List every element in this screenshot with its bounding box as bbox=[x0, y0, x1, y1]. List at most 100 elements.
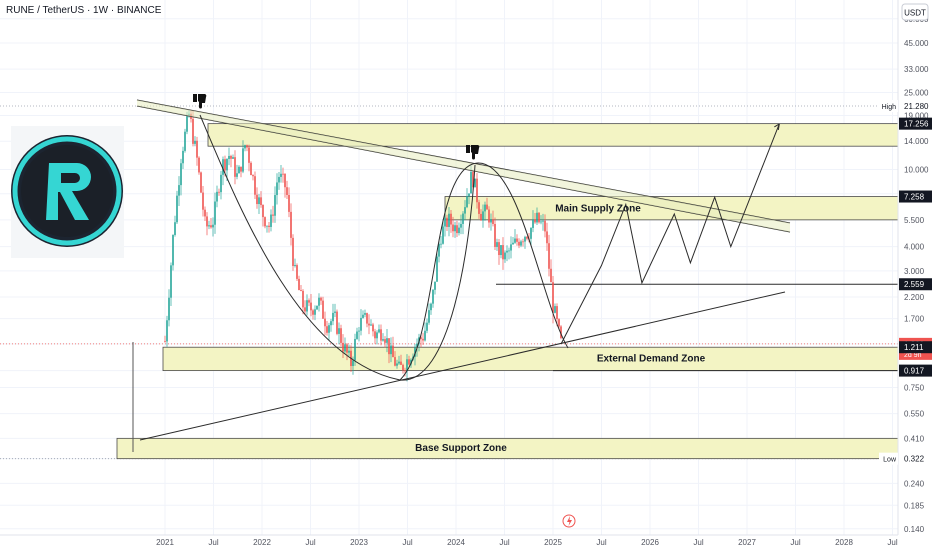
candle bbox=[360, 309, 362, 336]
projection-path[interactable] bbox=[560, 123, 780, 345]
candle-body bbox=[256, 194, 258, 205]
price-label[interactable]: 1.211 bbox=[899, 341, 932, 354]
price-label-bg bbox=[899, 341, 932, 354]
rounded-bottom-arc[interactable] bbox=[199, 114, 476, 381]
x-tick-label: Jul bbox=[208, 538, 218, 547]
price-label[interactable]: 0.917 bbox=[899, 364, 932, 377]
candle bbox=[344, 337, 346, 355]
candle-body bbox=[216, 191, 218, 202]
price-label[interactable]: 7.258 bbox=[899, 190, 932, 203]
price-tag-bg bbox=[879, 452, 898, 465]
candle-body bbox=[440, 243, 442, 245]
candle bbox=[446, 214, 448, 231]
candle-body bbox=[318, 297, 320, 306]
candle-body bbox=[302, 290, 304, 308]
candle bbox=[200, 171, 202, 194]
candle-body bbox=[542, 220, 544, 222]
x-tick-label: 2027 bbox=[738, 538, 756, 547]
candle bbox=[248, 144, 250, 172]
candle-body bbox=[458, 227, 460, 234]
candle-body bbox=[444, 217, 446, 227]
candle bbox=[358, 326, 360, 342]
candle-body bbox=[222, 159, 224, 175]
price-label[interactable]: 21.280 High bbox=[879, 100, 930, 113]
time-axis[interactable] bbox=[0, 535, 932, 550]
projection-line[interactable] bbox=[560, 123, 780, 345]
y-tick-label: 0.140 bbox=[904, 525, 925, 534]
chart-title: RUNE / TetherUS · 1W · BINANCE bbox=[6, 5, 162, 16]
y-tick-label: 0.185 bbox=[904, 501, 925, 510]
candle bbox=[408, 355, 410, 366]
candle bbox=[284, 173, 286, 198]
candle-body bbox=[506, 250, 508, 253]
price-label[interactable]: 2.559 bbox=[899, 278, 932, 291]
price-label-text: 0.322 bbox=[904, 455, 925, 464]
candle-body bbox=[232, 157, 234, 159]
candle bbox=[324, 311, 326, 336]
candle-body bbox=[342, 342, 344, 352]
candle bbox=[386, 329, 388, 353]
candle bbox=[228, 147, 230, 166]
candle bbox=[520, 239, 522, 248]
lightning-icon[interactable] bbox=[562, 514, 576, 528]
cup-arc[interactable] bbox=[399, 162, 569, 381]
candle-body bbox=[322, 300, 324, 319]
candle bbox=[374, 328, 376, 344]
candle-body bbox=[220, 174, 222, 193]
thumbs-down-icon bbox=[193, 94, 207, 109]
candle bbox=[426, 318, 428, 334]
candle bbox=[232, 154, 234, 160]
candle bbox=[172, 234, 174, 271]
candle-body bbox=[484, 204, 486, 212]
zone-box[interactable] bbox=[116, 437, 899, 460]
candle-body bbox=[212, 224, 214, 228]
price-label-text: 17.256 bbox=[904, 120, 929, 129]
y-tick-label: 14.000 bbox=[904, 137, 929, 146]
candle bbox=[554, 303, 556, 314]
candle-body bbox=[206, 216, 208, 227]
candle bbox=[312, 308, 314, 320]
candle-body bbox=[436, 256, 438, 282]
candle bbox=[348, 344, 350, 357]
candle bbox=[394, 351, 396, 367]
currency-badge[interactable]: USDT bbox=[901, 3, 929, 21]
candle bbox=[320, 296, 322, 305]
candle bbox=[308, 298, 310, 307]
candle bbox=[532, 210, 534, 233]
candle-body bbox=[224, 159, 226, 171]
candle-body bbox=[362, 314, 364, 318]
candle bbox=[384, 336, 386, 348]
candle-body bbox=[196, 140, 198, 158]
y-tick-label: 0.240 bbox=[904, 479, 925, 488]
ascending-trendline[interactable] bbox=[139, 291, 786, 441]
candle bbox=[368, 314, 370, 335]
candle-body bbox=[180, 163, 182, 186]
candle-body bbox=[182, 150, 184, 164]
candle bbox=[230, 154, 232, 168]
candle-body bbox=[240, 166, 242, 172]
candle-body bbox=[498, 242, 500, 256]
candle bbox=[296, 263, 298, 281]
price-label[interactable]: 0.322 Low bbox=[879, 452, 930, 465]
candle bbox=[346, 343, 348, 361]
candle-body bbox=[530, 227, 532, 239]
candle-body bbox=[510, 244, 512, 251]
candle-body bbox=[548, 243, 550, 269]
candle bbox=[310, 294, 312, 317]
candle-body bbox=[338, 328, 340, 334]
candle bbox=[380, 324, 382, 346]
candle-body bbox=[354, 338, 356, 361]
price-axis[interactable] bbox=[898, 0, 932, 535]
candle-body bbox=[274, 195, 276, 216]
candle-body bbox=[300, 290, 302, 291]
candle-body bbox=[226, 159, 228, 171]
y-tick-label: 19.000 bbox=[904, 112, 929, 121]
candle-body bbox=[426, 322, 428, 331]
candle-body bbox=[452, 224, 454, 232]
candle-body bbox=[174, 222, 176, 235]
price-label-text: 0.917 bbox=[904, 367, 925, 376]
price-label[interactable]: 17.256 bbox=[899, 117, 932, 130]
candle bbox=[340, 324, 342, 347]
